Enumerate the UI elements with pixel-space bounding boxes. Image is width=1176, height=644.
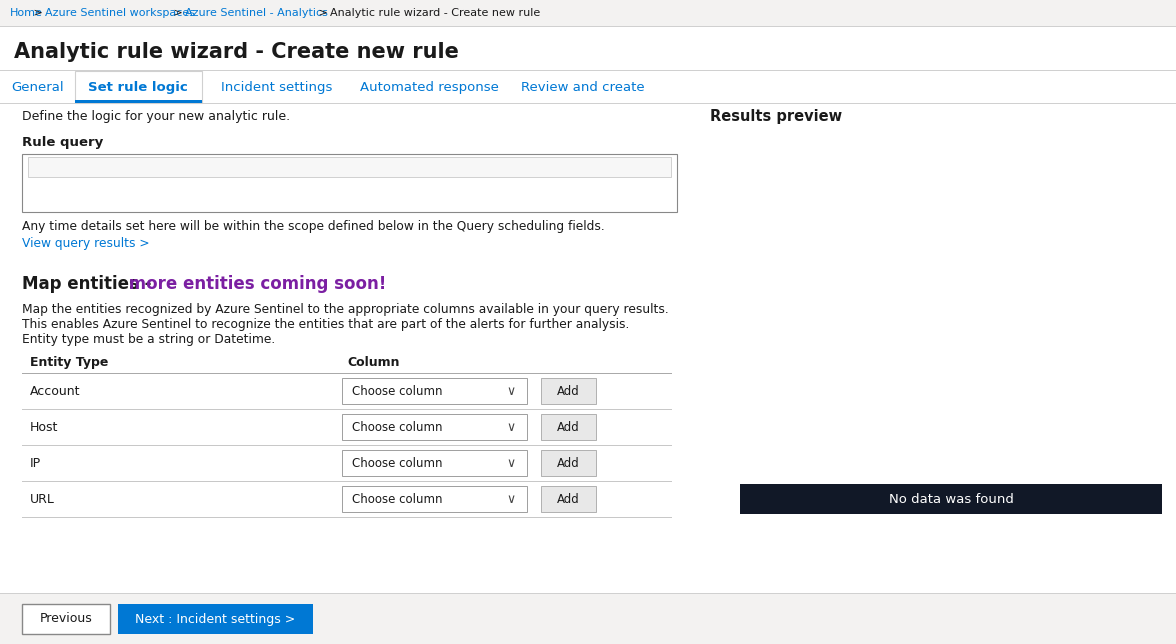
- Text: Choose column: Choose column: [352, 421, 442, 433]
- Text: Column: Column: [347, 355, 400, 368]
- Bar: [541, 378, 596, 404]
- Text: >: >: [315, 8, 332, 18]
- Text: Next : Incident settings >: Next : Incident settings >: [135, 612, 295, 625]
- Text: Add: Add: [557, 457, 580, 469]
- Bar: [740, 484, 1162, 514]
- Bar: [22, 604, 111, 634]
- Text: Any time details set here will be within the scope defined below in the Query sc: Any time details set here will be within…: [22, 220, 604, 233]
- Text: >: >: [31, 8, 46, 18]
- Text: Map the entities recognized by Azure Sentinel to the appropriate columns availab: Map the entities recognized by Azure Sen…: [22, 303, 669, 316]
- Text: ∨: ∨: [507, 421, 515, 433]
- Text: Define the logic for your new analytic rule.: Define the logic for your new analytic r…: [22, 109, 290, 122]
- Text: Analytic rule wizard - Create new rule: Analytic rule wizard - Create new rule: [330, 8, 540, 18]
- Bar: [118, 604, 313, 634]
- Text: Entity type must be a string or Datetime.: Entity type must be a string or Datetime…: [22, 333, 275, 346]
- Text: Choose column: Choose column: [352, 457, 442, 469]
- Text: Azure Sentinel workspaces: Azure Sentinel workspaces: [45, 8, 195, 18]
- Bar: [22, 445, 671, 446]
- Bar: [22, 409, 671, 410]
- Text: >: >: [171, 8, 186, 18]
- Text: Choose column: Choose column: [352, 384, 442, 397]
- Text: No data was found: No data was found: [889, 493, 1014, 506]
- Bar: [22, 373, 671, 374]
- Text: Set rule logic: Set rule logic: [88, 80, 188, 93]
- Text: Add: Add: [557, 493, 580, 506]
- Bar: [22, 517, 671, 518]
- Text: Incident settings: Incident settings: [221, 80, 332, 93]
- Text: Entity Type: Entity Type: [31, 355, 108, 368]
- Text: Map entities -: Map entities -: [22, 275, 152, 293]
- Bar: [0, 0, 1176, 26]
- Text: URL: URL: [31, 493, 55, 506]
- Bar: [0, 103, 1176, 104]
- Text: Automated response: Automated response: [360, 80, 499, 93]
- Text: ∨: ∨: [507, 384, 515, 397]
- Bar: [0, 593, 1176, 644]
- Bar: [74, 100, 201, 103]
- Text: Review and create: Review and create: [521, 80, 644, 93]
- Text: Analytic rule wizard - Create new rule: Analytic rule wizard - Create new rule: [14, 42, 459, 62]
- Bar: [342, 378, 527, 404]
- Bar: [342, 486, 527, 512]
- Text: more entities coming soon!: more entities coming soon!: [122, 275, 386, 293]
- Bar: [22, 154, 677, 212]
- Text: IP: IP: [31, 457, 41, 469]
- Text: Azure Sentinel - Analytics: Azure Sentinel - Analytics: [185, 8, 328, 18]
- Text: Rule query: Rule query: [22, 135, 103, 149]
- Bar: [74, 71, 201, 103]
- Bar: [0, 26, 1176, 27]
- Text: Add: Add: [557, 421, 580, 433]
- Text: Account: Account: [31, 384, 80, 397]
- Bar: [0, 593, 1176, 594]
- Text: Results preview: Results preview: [710, 108, 842, 124]
- Bar: [541, 486, 596, 512]
- Bar: [342, 450, 527, 476]
- Bar: [0, 70, 1176, 71]
- Text: Add: Add: [557, 384, 580, 397]
- Bar: [541, 450, 596, 476]
- Text: Previous: Previous: [40, 612, 93, 625]
- Text: View query results >: View query results >: [22, 237, 149, 250]
- Text: This enables Azure Sentinel to recognize the entities that are part of the alert: This enables Azure Sentinel to recognize…: [22, 318, 629, 331]
- Text: ∨: ∨: [507, 457, 515, 469]
- Bar: [342, 414, 527, 440]
- Bar: [541, 414, 596, 440]
- Text: Host: Host: [31, 421, 59, 433]
- Bar: [28, 157, 671, 177]
- Bar: [22, 481, 671, 482]
- Text: Choose column: Choose column: [352, 493, 442, 506]
- Text: General: General: [11, 80, 64, 93]
- Text: Home: Home: [11, 8, 42, 18]
- Text: ∨: ∨: [507, 493, 515, 506]
